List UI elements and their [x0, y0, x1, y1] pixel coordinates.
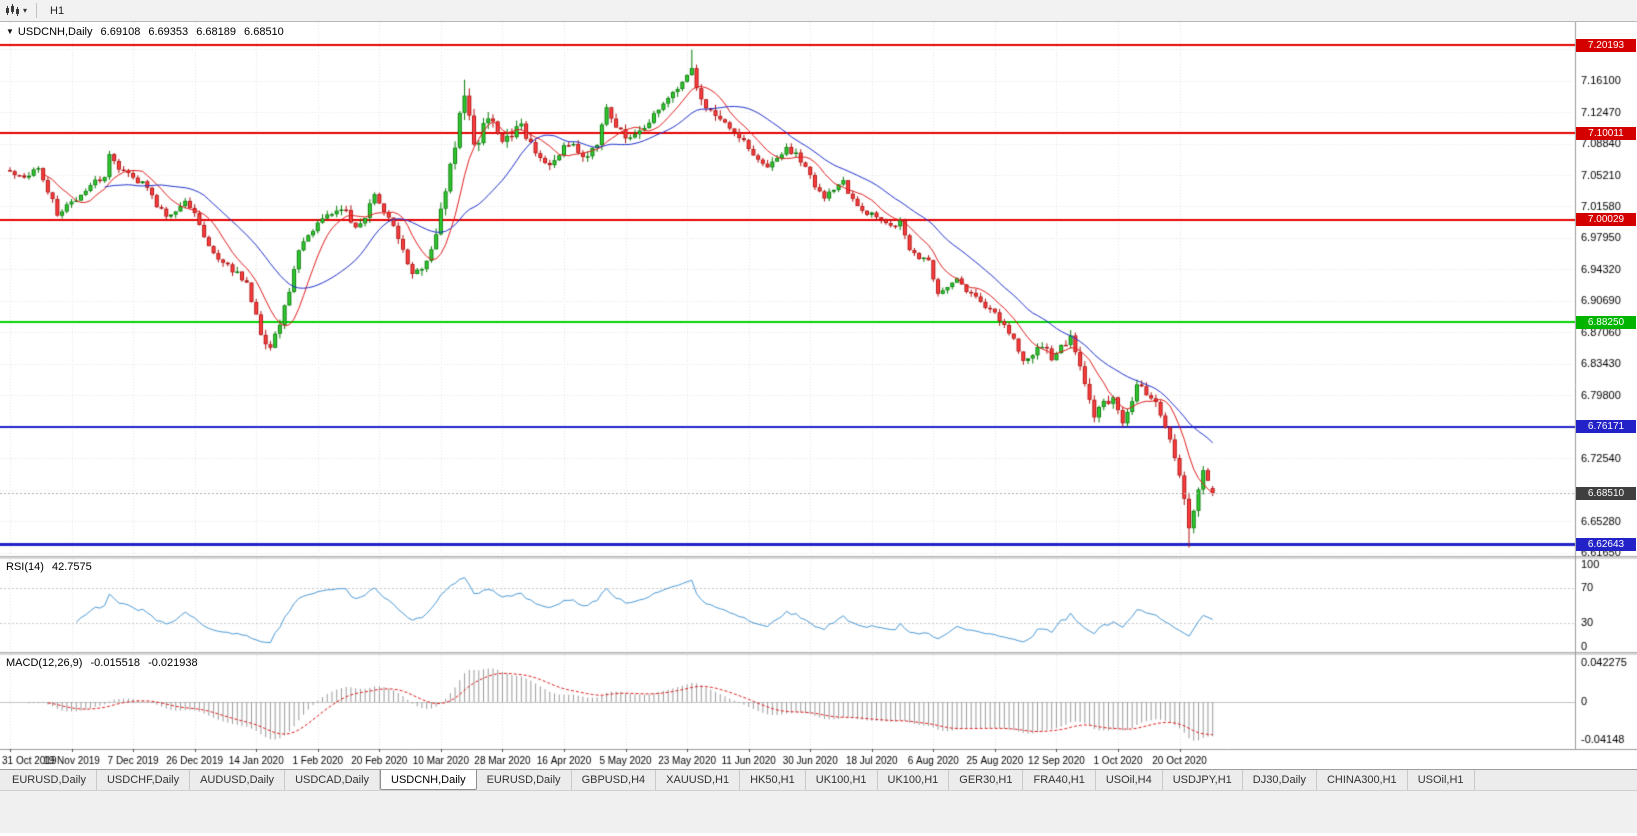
rsi-name: RSI(14): [6, 561, 44, 573]
status-bar: [0, 790, 1637, 833]
price-level-badge: 6.88250: [1576, 316, 1636, 329]
price-level-badge: 7.00029: [1576, 213, 1636, 226]
chart-title: ▼ USDCNH,Daily 6.69108 6.69353 6.68189 6.…: [6, 26, 284, 38]
chart-tab[interactable]: UK100,H1: [806, 770, 878, 790]
quote-close: 6.68510: [244, 26, 284, 38]
chart-canvas[interactable]: [0, 22, 1637, 769]
chart-tab-bar: EURUSD,Daily USDCHF,Daily AUDUSD,Daily USDC…: [0, 769, 1637, 790]
macd-signal-value: -0.021938: [148, 657, 198, 669]
quote-high: 6.69353: [148, 26, 189, 38]
chart-tab[interactable]: USDCHF,Daily: [97, 770, 191, 790]
chart-tab[interactable]: CHINA300,H1: [1317, 770, 1408, 790]
price-level-badge: 7.20193: [1576, 39, 1636, 52]
price-level-badge: 6.62643: [1576, 538, 1636, 551]
macd-main-value: -0.015518: [90, 657, 141, 669]
current-price-badge: 6.68510: [1576, 487, 1636, 500]
chart-tab[interactable]: USOil,H1: [1408, 770, 1475, 790]
timeframe-button-h1[interactable]: H1: [50, 4, 65, 17]
price-level-badge: 7.10011: [1576, 127, 1636, 140]
macd-name: MACD(12,26,9): [6, 657, 83, 669]
chart-menu-icon[interactable]: ▼: [6, 27, 14, 36]
chart-tab[interactable]: USDCAD,Daily: [285, 770, 381, 790]
toolbar: ▾ M1M5M15M30H1H4D1W1MN: [0, 0, 1637, 89]
macd-indicator-label: MACD(12,26,9) -0.015518 -0.021938: [6, 657, 198, 669]
chart-symbol-label: USDCNH,Daily: [17, 26, 93, 38]
chart-tab[interactable]: GBPUSD,H4: [572, 770, 657, 790]
chart-tab[interactable]: USDJPY,H1: [1163, 770, 1243, 790]
chart-tab[interactable]: XAUUSD,H1: [656, 770, 741, 790]
chart-tab[interactable]: EURUSD,Daily: [2, 770, 97, 790]
chart-tab[interactable]: EURUSD,Daily: [477, 770, 572, 790]
chart-tab[interactable]: HK50,H1: [740, 770, 806, 790]
price-level-badge: 6.76171: [1576, 420, 1636, 433]
rsi-value: 42.7575: [51, 561, 92, 573]
chart-tab[interactable]: FRA40,H1: [1023, 770, 1096, 790]
chart-tab[interactable]: UK100,H1: [878, 770, 950, 790]
chart-tab[interactable]: USOil,H4: [1096, 770, 1163, 790]
chart-tab[interactable]: USDCNH,Daily: [380, 770, 477, 790]
chart-type-icon[interactable]: [5, 4, 20, 17]
chart-tab[interactable]: DJ30,Daily: [1243, 770, 1317, 790]
rsi-indicator-label: RSI(14) 42.7575: [6, 561, 92, 573]
chart-tab[interactable]: GER30,H1: [949, 770, 1024, 790]
chart-type-dropdown-icon[interactable]: ▾: [23, 6, 28, 15]
chart-tab[interactable]: AUDUSD,Daily: [190, 770, 286, 790]
quote-open: 6.69108: [100, 26, 141, 38]
quote-low: 6.68189: [196, 26, 236, 38]
chart-region[interactable]: ▼ USDCNH,Daily 6.69108 6.69353 6.68189 6.…: [0, 22, 1637, 769]
toolbar-separator: [36, 3, 38, 18]
